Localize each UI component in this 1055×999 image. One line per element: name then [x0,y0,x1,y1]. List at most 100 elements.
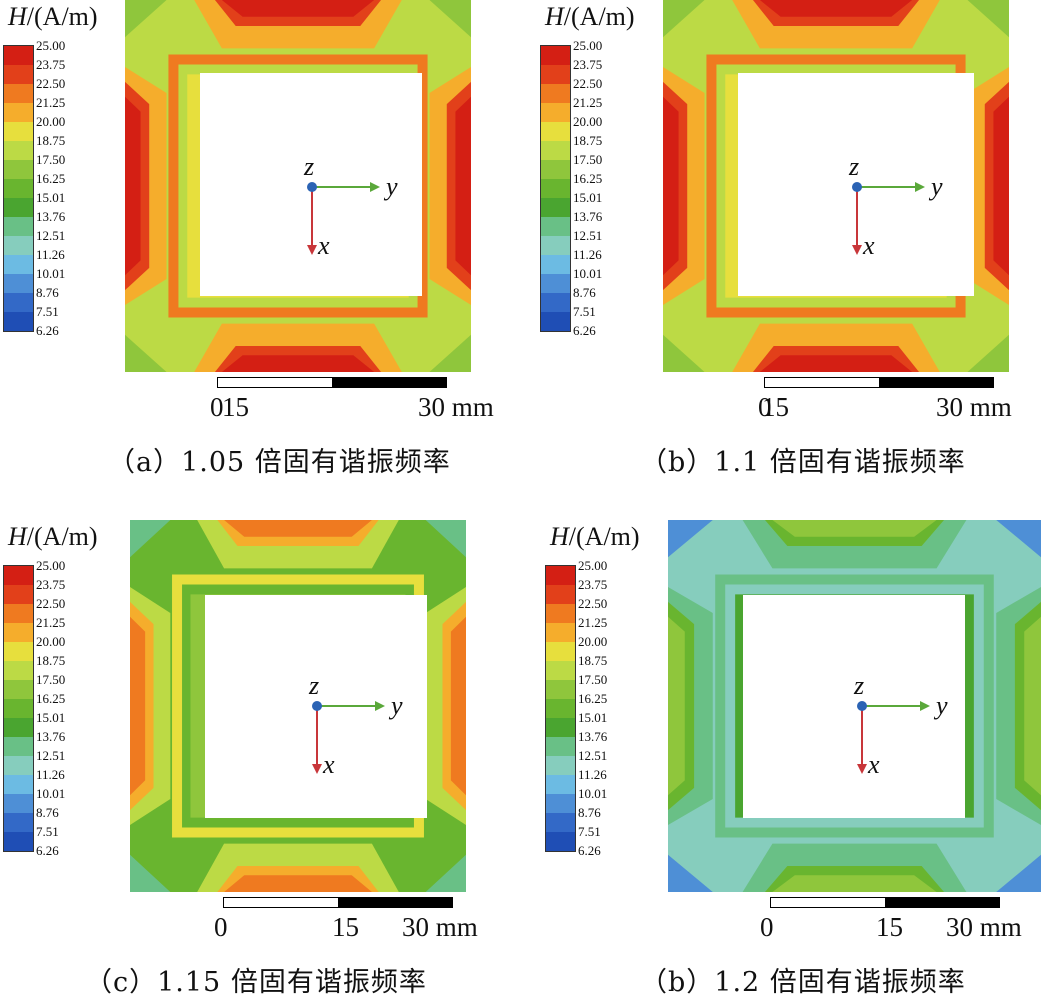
scale-label: 30 mm [402,912,478,942]
scale-bar [770,897,1000,908]
contour-region [130,520,171,558]
colorbar-tick-label: 12.51 [578,748,608,763]
y-axis-label: y [383,172,398,201]
colorbar-tick-label: 23.75 [573,57,603,72]
coordinate-axes: z y x [308,676,403,776]
colorbar-swatch [4,718,33,737]
contour-region [996,854,1041,892]
legend-title-symbol: H [8,522,27,551]
colorbar-swatch [541,160,570,179]
y-axis-label: y [928,172,943,201]
legend-title: H/(A/m) [545,2,635,32]
colorbar-swatch [546,661,575,680]
x-arrowhead [307,245,317,255]
colorbar-swatch [4,699,33,718]
colorbar-swatch [4,46,33,65]
colorbar-swatch [4,680,33,699]
colorbar-tick-label: 16.25 [573,171,603,186]
colorbar-tick-label: 13.76 [573,209,603,224]
colorbar-tick-label: 25.00 [36,38,66,53]
origin-dot [307,182,317,192]
colorbar-swatch [541,312,570,331]
colorbar-tick-label: 10.01 [36,786,66,801]
legend-title-unit: /(A/m) [563,2,635,31]
colorbar-tick-label: 15.01 [578,710,608,725]
colorbar-swatch [546,756,575,775]
scale-label: 0 [760,912,774,942]
colorbar-tick-label: 17.50 [573,152,603,167]
colorbar-swatch [546,794,575,813]
colorbar-tick-label: 17.50 [578,672,608,687]
colorbar-swatch [541,141,570,160]
legend-title-symbol: H [545,2,564,31]
colorbar-swatch [546,832,575,851]
colorbar-swatch [546,775,575,794]
x-arrowhead [312,764,322,774]
origin-dot [312,701,322,711]
colorbar-tick-label: 17.50 [36,152,66,167]
colorbar-tick-label: 6.26 [36,323,59,338]
legend-title-symbol: H [550,522,569,551]
scale-label: 30 mm [418,392,494,422]
colorbar-tick-label: 13.76 [36,209,66,224]
colorbar-swatch [541,217,570,236]
y-arrowhead [915,182,925,192]
contour-region [967,0,1009,38]
colorbar-ticks: 25.00 23.75 22.50 21.25 20.00 18.75 17.50 16.25… [36,36,65,340]
colorbar-swatch [4,103,33,122]
colorbar-swatch [4,236,33,255]
colorbar-swatch [546,737,575,756]
colorbar-tick-label: 12.51 [573,228,603,243]
contour-region [125,0,167,38]
colorbar-tick-label: 20.00 [36,634,66,649]
colorbar-swatch [541,274,570,293]
colorbar-tick-label: 13.76 [36,729,66,744]
contour-region [168,54,428,318]
colorbar-tick-label: 15.01 [36,190,66,205]
contour-region [125,96,141,276]
y-arrowhead [370,182,380,192]
colorbar-tick-label: 22.50 [36,596,66,611]
origin-dot [857,701,867,711]
colorbar-swatch [546,680,575,699]
colorbar-tick-label: 10.01 [578,786,608,801]
colorbar-swatch [546,813,575,832]
x-axis-label: x [867,750,880,776]
colorbar-tick-label: 15.01 [36,710,66,725]
colorbar-tick-label: 16.25 [578,691,608,706]
x-arrowhead [857,764,867,774]
colorbar-tick-label: 10.01 [36,266,66,281]
colorbar [540,45,571,332]
contour-region [130,616,146,796]
colorbar-tick-label: 12.51 [36,748,66,763]
scale-label: 30 mm [936,392,1012,422]
colorbar-tick-label: 18.75 [573,133,603,148]
x-axis-label: x [862,231,875,257]
scale-bar [217,377,447,388]
colorbar-tick-label: 8.76 [573,285,596,300]
colorbar-tick-label: 7.51 [36,304,59,319]
colorbar-swatch [4,84,33,103]
scale-label: 15 [222,392,249,422]
y-arrowhead [920,701,930,711]
scale-label: 0 [210,392,224,422]
colorbar-swatch [4,813,33,832]
contour-region [172,574,424,838]
colorbar-swatch [4,141,33,160]
contour-region [455,96,471,276]
colorbar-tick-label: 8.76 [578,805,601,820]
panel-caption: （b）1.1 倍固有谐振频率 [640,447,966,478]
colorbar-swatch [541,122,570,141]
panel-caption: （b）1.2 倍固有谐振频率 [640,967,966,998]
colorbar-swatch [546,699,575,718]
colorbar-swatch [4,775,33,794]
colorbar-swatch [546,604,575,623]
colorbar-tick-label: 8.76 [36,285,59,300]
colorbar-swatch [4,312,33,331]
colorbar-swatch [4,179,33,198]
colorbar-swatch [541,84,570,103]
legend-title-unit: /(A/m) [26,2,98,31]
colorbar-ticks: 25.00 23.75 22.50 21.25 20.00 18.75 17.50 16.25… [36,556,65,860]
colorbar-tick-label: 23.75 [578,577,608,592]
contour-region [715,574,994,838]
